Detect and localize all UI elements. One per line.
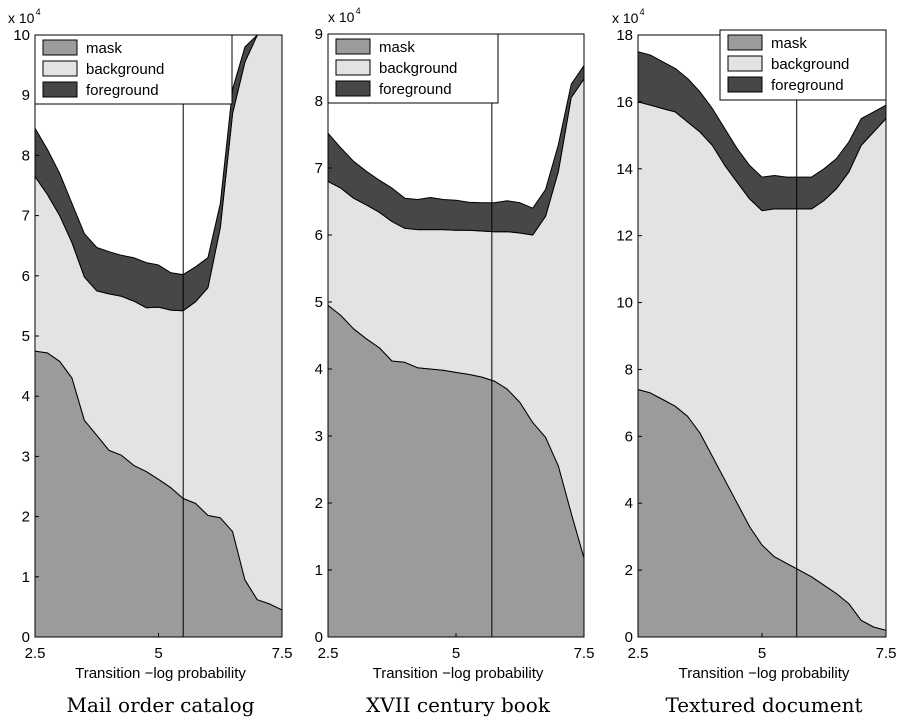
panel-caption: Mail order catalog: [66, 693, 254, 717]
legend-swatch-foreground: [335, 80, 371, 97]
y-multiplier: x 10: [8, 10, 35, 26]
legend-label-foreground: foreground: [379, 81, 452, 98]
y-multiplier-exponent: 4: [640, 7, 645, 17]
y-multiplier: x 10: [612, 10, 639, 26]
y-tick-label: 3: [22, 448, 30, 465]
panel-caption: Textured document: [665, 693, 862, 717]
y-multiplier-exponent: 4: [36, 7, 41, 17]
legend-swatch-foreground: [42, 81, 78, 98]
y-tick-label: 8: [625, 361, 633, 378]
x-tick-label: 5: [452, 645, 460, 662]
y-tick-label: 10: [616, 295, 633, 312]
y-tick-label: 3: [315, 428, 323, 445]
area-layers: [638, 51, 886, 637]
y-tick-label: 8: [315, 93, 323, 110]
x-tick-label: 7.5: [876, 645, 897, 662]
y-tick-label: 4: [625, 495, 633, 512]
legend-swatch-mask: [42, 39, 78, 56]
area-foreground: [328, 65, 584, 236]
y-tick-label: 16: [616, 94, 633, 111]
area-foreground: [35, 35, 282, 312]
legend-label-mask: mask: [771, 35, 807, 52]
y-tick-label: 7: [22, 208, 30, 225]
y-tick-label: 4: [22, 388, 30, 405]
x-tick-label: 7.5: [574, 645, 595, 662]
y-multiplier-exponent: 4: [356, 6, 361, 16]
x-tick-label: 2.5: [25, 645, 46, 662]
legend-swatch-mask: [335, 38, 371, 55]
y-tick-label: 5: [315, 294, 323, 311]
y-tick-label: 6: [22, 268, 30, 285]
y-tick-label: 10: [13, 27, 30, 44]
y-tick-label: 12: [616, 228, 633, 245]
legend: mask background foreground: [719, 29, 887, 101]
legend-swatch-mask: [727, 34, 763, 51]
legend: mask background foreground: [327, 33, 499, 104]
x-tick-label: 2.5: [318, 645, 339, 662]
y-tick-label: 0: [22, 629, 30, 646]
x-axis-label: Transition −log probability: [75, 665, 246, 682]
legend-label-mask: mask: [86, 40, 122, 57]
area-layers: [328, 65, 584, 637]
legend: mask background foreground: [34, 34, 233, 105]
x-tick-label: 7.5: [272, 645, 293, 662]
x-tick-label: 5: [154, 645, 162, 662]
x-axis-label: Transition −log probability: [373, 665, 544, 682]
y-tick-label: 8: [22, 147, 30, 164]
y-tick-label: 1: [315, 562, 323, 579]
y-tick-label: 0: [315, 629, 323, 646]
legend-label-background: background: [771, 56, 849, 73]
y-tick-label: 9: [315, 26, 323, 43]
area-foreground: [638, 51, 886, 212]
legend-label-background: background: [86, 61, 164, 78]
area-layers: [35, 35, 282, 637]
legend-swatch-background: [42, 60, 78, 77]
y-tick-label: 6: [625, 428, 633, 445]
y-tick-label: 14: [616, 161, 633, 178]
x-axis-label: Transition −log probability: [679, 665, 850, 682]
legend-label-foreground: foreground: [771, 77, 844, 94]
x-tick-label: 2.5: [628, 645, 649, 662]
y-multiplier: x 10: [328, 9, 355, 25]
y-tick-label: 18: [616, 27, 633, 44]
y-tick-label: 5: [22, 328, 30, 345]
y-tick-label: 1: [22, 569, 30, 586]
x-tick-label: 5: [758, 645, 766, 662]
legend-label-mask: mask: [379, 39, 415, 56]
legend-label-foreground: foreground: [86, 82, 159, 99]
legend-swatch-foreground: [727, 76, 763, 93]
legend-label-background: background: [379, 60, 457, 77]
panel-caption: XVII century book: [366, 693, 551, 717]
legend-swatch-background: [727, 55, 763, 72]
y-tick-label: 7: [315, 160, 323, 177]
legend-swatch-background: [335, 59, 371, 76]
y-tick-label: 0: [625, 629, 633, 646]
y-tick-label: 2: [315, 495, 323, 512]
y-tick-label: 2: [22, 509, 30, 526]
y-tick-label: 2: [625, 562, 633, 579]
y-tick-label: 4: [315, 361, 323, 378]
y-tick-label: 6: [315, 227, 323, 244]
y-tick-label: 9: [22, 87, 30, 104]
